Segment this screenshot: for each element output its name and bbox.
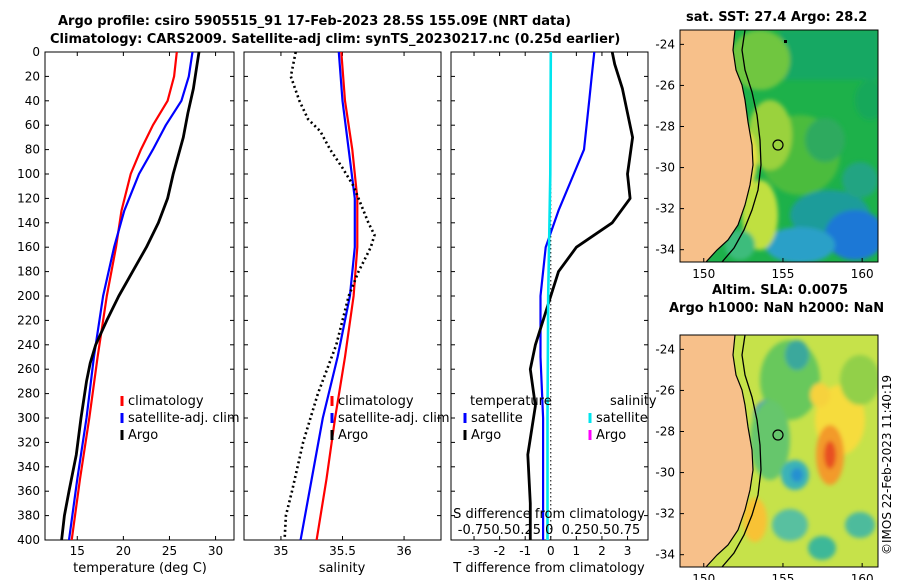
series-satellite-adj-clim xyxy=(299,52,356,540)
x-tick-label: 0 xyxy=(547,544,555,558)
sla-map-title-line2: Argo h1000: NaN h2000: NaN xyxy=(669,301,885,316)
figure-title-line2: Climatology: CARS2009. Satellite-adj cli… xyxy=(50,32,621,47)
legend-label: satellite-adj. clim xyxy=(128,411,240,426)
difference-top-xlabel: S difference from climatology xyxy=(453,507,645,522)
y-tick-label: 260 xyxy=(17,362,40,376)
profile-legends: climatology satellite-adj. clim Argo climat… xyxy=(120,394,657,443)
legend-label: Argo xyxy=(596,428,626,443)
map-y-tick-label: -34 xyxy=(655,243,675,257)
sla-map xyxy=(680,335,878,567)
series-group xyxy=(283,52,376,540)
x-tick-label: 30 xyxy=(208,544,223,558)
series-climatology xyxy=(315,52,359,540)
series-group xyxy=(526,52,634,540)
figure-title-line1: Argo profile: csiro 5905515_91 17-Feb-20… xyxy=(58,14,571,29)
series-t-satellite xyxy=(539,52,596,540)
difference-top-ticks: -0.750.50.25 0 0.250.50.75 xyxy=(458,523,641,538)
map-y-tick-label: -26 xyxy=(655,383,675,397)
timestamp-stamp: ©IMOS 22-Feb-2023 11:40:19 xyxy=(880,374,894,555)
x-tick-label: 35.5 xyxy=(329,544,356,558)
x-tick-label: -1 xyxy=(519,544,531,558)
y-tick-label: 240 xyxy=(17,338,40,352)
panel-frame xyxy=(243,51,442,541)
map-y-tick-label: -24 xyxy=(655,37,675,51)
map-x-tick-label: 160 xyxy=(851,572,874,580)
y-tick-label: 400 xyxy=(17,533,40,547)
series-satellite-adj-clim xyxy=(67,52,194,540)
series-s-satellite xyxy=(546,52,553,540)
map-x-tick-label: 160 xyxy=(851,267,874,281)
map-y-tick-label: -32 xyxy=(655,507,675,521)
legend-label: satellite-adj. clim xyxy=(338,411,450,426)
y-tick-label: 80 xyxy=(25,143,40,157)
x-tick-label: 35 xyxy=(273,544,288,558)
y-tick-label: 220 xyxy=(17,313,40,327)
y-tick-label: 160 xyxy=(17,240,40,254)
map-y-tick-label: -28 xyxy=(655,424,675,438)
legend-label: Argo xyxy=(338,428,368,443)
y-tick-label: 40 xyxy=(25,94,40,108)
profile-panels: 0204060801001201401601802002202402602803… xyxy=(17,45,649,558)
map-y-tick-label: -30 xyxy=(655,466,675,480)
y-tick-label: 380 xyxy=(17,509,40,523)
x-tick-label: 15 xyxy=(70,544,85,558)
x-tick-label: 3 xyxy=(624,544,632,558)
y-tick-label: 140 xyxy=(17,216,40,230)
y-tick-label: 200 xyxy=(17,289,40,303)
sst-map-axes: 150 155 160 -24 -26 -28 -30 -32 -34 xyxy=(655,37,873,281)
map-y-tick-label: -30 xyxy=(655,161,675,175)
map-y-tick-label: -26 xyxy=(655,78,675,92)
panel-temperature: 0 20 40 60 80 100 120 140 160 180 200 220 240 260 280 3… xyxy=(17,45,235,558)
temperature-xlabel: temperature (deg C) xyxy=(73,561,207,576)
y-tick-label: 280 xyxy=(17,387,40,401)
y-tick-label: 120 xyxy=(17,191,40,205)
sla-map-title-line1: Altim. SLA: 0.0075 xyxy=(712,283,849,298)
y-tick-label: 340 xyxy=(17,460,40,474)
map-x-tick-label: 155 xyxy=(772,267,795,281)
x-tick-label: -3 xyxy=(468,544,480,558)
x-tick-label: 36 xyxy=(396,544,411,558)
sst-map xyxy=(680,30,878,262)
y-tick-label: 180 xyxy=(17,265,40,279)
x-tick-label: -2 xyxy=(494,544,506,558)
panel-salinity: 35 35.5 36 xyxy=(243,51,442,558)
sla-map-axes: 150 155 160 -24 -26 -28 -30 -32 -34 xyxy=(655,342,873,580)
salinity-xlabel: salinity xyxy=(319,561,366,576)
sst-map-title: sat. SST: 27.4 Argo: 28.2 xyxy=(686,10,868,25)
y-tick-label: 20 xyxy=(25,69,40,83)
panel-difference: -3 -2 -1 0 1 2 3 xyxy=(450,51,649,558)
y-tick-label: 100 xyxy=(17,167,40,181)
x-tick-label: 20 xyxy=(116,544,131,558)
series-climatology xyxy=(70,52,178,540)
map-x-tick-label: 150 xyxy=(692,267,715,281)
x-tick-label: 1 xyxy=(573,544,581,558)
y-tick-label: 300 xyxy=(17,411,40,425)
x-tick-label: 2 xyxy=(598,544,606,558)
legend-label: Argo xyxy=(128,428,158,443)
y-tick-label: 320 xyxy=(17,435,40,449)
legend-label: satellite xyxy=(471,411,523,426)
map-y-tick-label: -32 xyxy=(655,202,675,216)
map-y-tick-label: -28 xyxy=(655,119,675,133)
map-x-tick-label: 155 xyxy=(772,572,795,580)
map-y-tick-label: -34 xyxy=(655,548,675,562)
series-argo xyxy=(283,52,376,540)
legend-label: climatology xyxy=(338,394,414,409)
legend-title-salinity: salinity xyxy=(610,394,657,409)
legend-title-temperature: temperature xyxy=(470,394,552,409)
legend-label: satellite xyxy=(596,411,648,426)
legend-label: climatology xyxy=(128,394,204,409)
x-tick-label: 25 xyxy=(162,544,177,558)
y-tick-label: 0 xyxy=(32,45,40,59)
map-y-tick-label: -24 xyxy=(655,342,675,356)
map-x-tick-label: 150 xyxy=(692,572,715,580)
y-tick-label: 60 xyxy=(25,118,40,132)
series-group xyxy=(60,52,201,540)
y-tick-label: 360 xyxy=(17,484,40,498)
legend-label: Argo xyxy=(471,428,501,443)
difference-xlabel: T difference from climatology xyxy=(452,561,645,576)
series-t-argo xyxy=(526,52,634,540)
series-argo xyxy=(60,52,201,540)
